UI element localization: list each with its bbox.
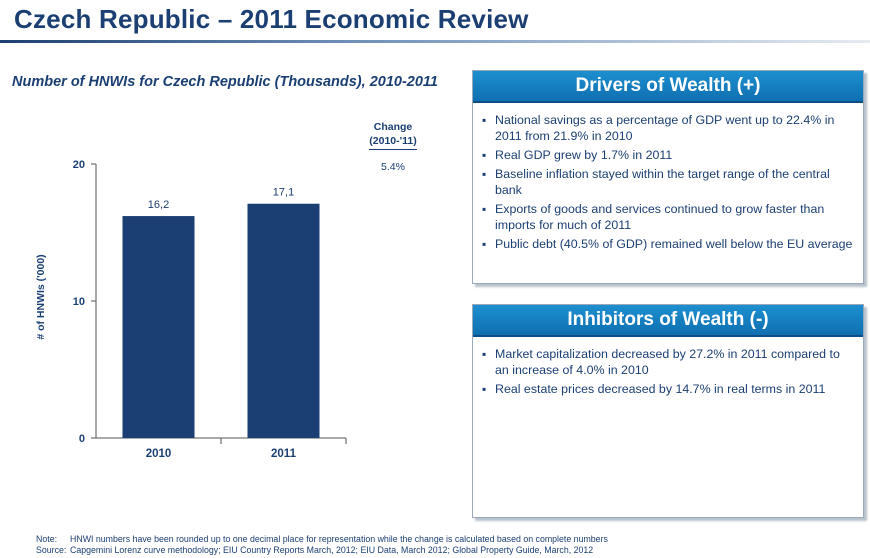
bar-value-label: 16,2 [148,199,169,211]
driver-item-text: Exports of goods and services continued … [495,202,825,232]
drivers-title: Drivers of Wealth (+) [473,71,863,103]
driver-item-text: Real GDP grew by 1.7% in 2011 [495,148,673,162]
bullet-icon: ▪ [482,167,487,181]
bar-chart: 0 10 20 16,2 2010 17,1 2011 [73,159,347,460]
bullet-icon: ▪ [482,148,487,162]
inhibitor-item-text: Real estate prices decreased by 14.7% in… [495,382,826,396]
driver-item: ▪ Baseline inflation stayed within the ta… [482,166,853,198]
inhibitors-list: ▪ Market capitalization decreased by 27.2… [473,337,863,397]
change-header-line1: Change [373,121,413,133]
bullet-icon: ▪ [482,202,487,216]
bar-2011 [247,203,320,438]
driver-item-text: Baseline inflation stayed within the tar… [495,167,830,197]
driver-item: ▪ Real GDP grew by 1.7% in 2011 [482,147,853,163]
bullet-icon: ▪ [482,113,487,127]
drivers-list: ▪ National savings as a percentage of GDP… [473,103,863,252]
note-text: HNWI numbers have been rounded up to one… [70,534,608,544]
source-label: Source: [36,545,67,555]
change-header-line2: (2010-'11) [369,134,417,150]
y-tick-label: 20 [73,159,85,171]
inhibitor-item-text: Market capitalization decreased by 27.2%… [495,347,840,377]
driver-item: ▪ Exports of goods and services continued… [482,201,853,233]
inhibitor-item: ▪ Real estate prices decreased by 14.7% i… [482,381,853,397]
driver-item: ▪ National savings as a percentage of GDP… [482,112,853,144]
chart-title: Number of HNWIs for Czech Republic (Thou… [12,74,438,90]
inhibitors-title: Inhibitors of Wealth (-) [473,305,863,337]
y-axis-label: # of HNWIs ('000) [35,254,47,340]
change-header: Change (2010-'11) [360,120,426,150]
bar-value-label: 17,1 [273,187,294,199]
y-tick-label: 10 [73,296,85,308]
x-tick-label: 2010 [146,448,172,460]
driver-item: ▪ Public debt (40.5% of GDP) remained wel… [482,236,853,252]
drivers-panel: Drivers of Wealth (+) ▪ National savings … [472,70,864,284]
bullet-icon: ▪ [482,347,487,361]
inhibitor-item: ▪ Market capitalization decreased by 27.2… [482,346,853,378]
bar-2010 [122,216,195,438]
bullet-icon: ▪ [482,237,487,251]
x-tick-label: 2011 [271,448,297,460]
page-title: Czech Republic – 2011 Economic Review [14,4,529,34]
note-label: Note: [36,534,58,544]
note-footnote: Note: HNWI numbers have been rounded up t… [36,534,608,544]
change-value: 5.4% [381,161,405,173]
driver-item-text: Public debt (40.5% of GDP) remained well… [495,237,853,251]
driver-item-text: National savings as a percentage of GDP … [495,113,835,143]
title-divider [0,40,870,43]
y-tick-label: 0 [79,433,85,445]
bullet-icon: ▪ [482,382,487,396]
inhibitors-panel: Inhibitors of Wealth (-) ▪ Market capital… [472,304,864,518]
source-footnote: Source: Capgemini Lorenz curve methodolog… [36,545,593,555]
source-text: Capgemini Lorenz curve methodology; EIU … [70,545,594,555]
